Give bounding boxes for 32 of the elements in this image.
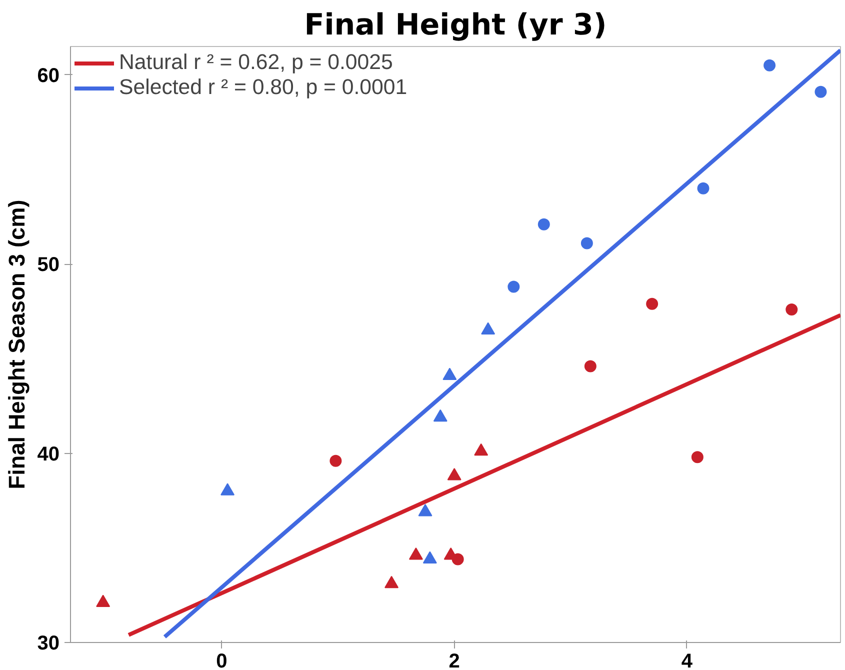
- point: [580, 237, 593, 250]
- y-tick-label: 30: [37, 632, 60, 654]
- y-axis-title: Final Height Season 3 (cm): [3, 200, 30, 490]
- y-tick-label: 40: [37, 443, 60, 466]
- point: [408, 547, 423, 560]
- point: [418, 504, 432, 516]
- x-tick-label: 0: [216, 650, 228, 670]
- point: [474, 443, 488, 456]
- point: [96, 594, 110, 608]
- point: [422, 551, 437, 564]
- point: [433, 409, 448, 422]
- legend-label: Selected r ² = 0.80, p = 0.0001: [119, 75, 408, 100]
- point: [481, 322, 496, 335]
- x-tick-label: 4: [681, 650, 694, 670]
- point: [786, 304, 798, 316]
- point: [442, 368, 457, 380]
- point: [538, 218, 550, 230]
- point: [447, 468, 462, 480]
- point: [384, 576, 399, 588]
- point: [220, 483, 235, 496]
- y-tick-label: 60: [37, 64, 60, 87]
- point: [330, 454, 342, 467]
- point: [584, 360, 596, 372]
- x-tick-label: 2: [448, 650, 460, 670]
- chart-title: Final Height (yr 3): [304, 8, 607, 42]
- legend-label: Natural r ² = 0.62, p = 0.0025: [119, 50, 393, 75]
- point: [646, 298, 658, 310]
- point: [508, 280, 520, 293]
- point: [814, 86, 827, 98]
- y-tick-label: 50: [37, 254, 60, 276]
- point: [764, 59, 776, 72]
- point: [697, 182, 710, 194]
